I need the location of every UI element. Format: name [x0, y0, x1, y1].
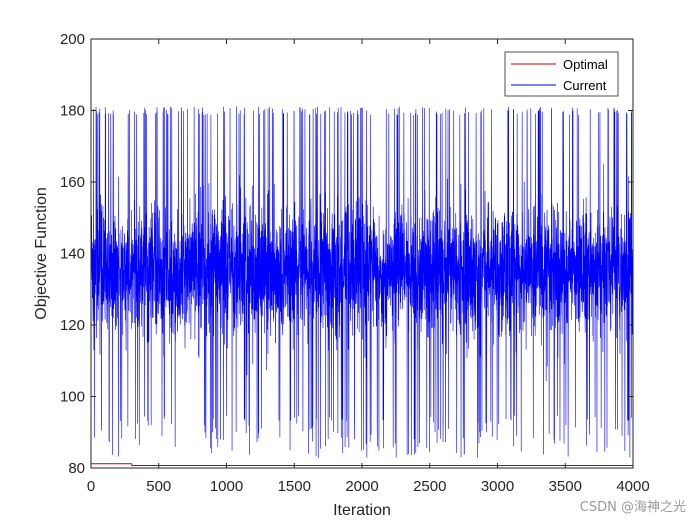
x-axis-label: Iteration — [333, 502, 391, 519]
legend: Optimal Current — [504, 51, 619, 97]
legend-box — [504, 51, 619, 97]
x-tick-label-2: 1000 — [210, 478, 243, 495]
plot-series — [91, 106, 633, 466]
series-line-optimal — [91, 463, 633, 466]
legend-label-current: Current — [563, 78, 607, 93]
legend-label-optimal: Optimal — [563, 57, 608, 72]
ticks: 0 500 1000 1500 2000 2500 3000 3500 4000 80 100 120… — [60, 31, 650, 495]
y-tick-label-2: 120 — [60, 317, 85, 334]
x-tick-label-4: 2000 — [345, 478, 378, 495]
series-line-current — [91, 106, 633, 458]
watermark: CSDN @海神之光 — [579, 500, 686, 515]
x-tick-label-0: 0 — [87, 478, 95, 495]
x-tick-label-7: 3500 — [549, 478, 582, 495]
x-tick-label-5: 2500 — [413, 478, 446, 495]
y-tick-label-6: 200 — [60, 31, 85, 48]
y-tick-label-3: 140 — [60, 246, 85, 263]
y-axis-label: Objective Function — [33, 187, 50, 320]
y-tick-label-1: 100 — [60, 389, 85, 406]
x-tick-label-1: 500 — [146, 478, 171, 495]
x-tick-label-6: 3000 — [481, 478, 514, 495]
y-tick-label-0: 80 — [68, 460, 85, 477]
x-tick-label-8: 4000 — [616, 478, 649, 495]
y-tick-label-5: 180 — [60, 103, 85, 120]
x-tick-label-3: 1500 — [278, 478, 311, 495]
y-tick-label-4: 160 — [60, 174, 85, 191]
